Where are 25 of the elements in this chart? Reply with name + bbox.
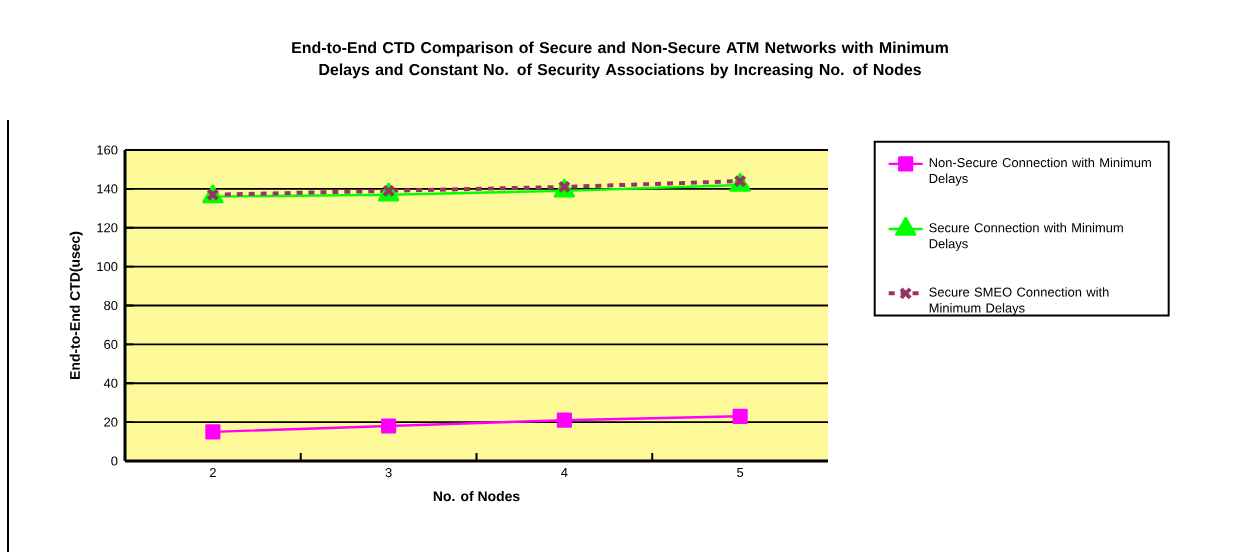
x-tick-label: 4	[561, 468, 568, 477]
point	[382, 184, 396, 198]
y-tick-label: 0	[111, 456, 118, 466]
x-axis-title: No. of Nodes	[433, 490, 520, 502]
y-tick-label: 100	[97, 262, 118, 272]
point	[557, 180, 571, 194]
legend-label: Non-Secure Connection with Minimum Delays	[929, 157, 1151, 186]
x-tick-label: 3	[385, 468, 392, 478]
y-tick-label: 20	[104, 417, 118, 427]
point	[556, 412, 572, 428]
legend-label: Secure Connection with Minimum Delays	[929, 222, 1123, 251]
legend-label: Secure SMEO Connection with Minimum Delays	[929, 287, 1109, 316]
point	[732, 408, 748, 424]
y-tick-label: 40	[103, 378, 118, 388]
y-tick-label: 60	[104, 339, 118, 349]
y-tick-label: 140	[97, 184, 118, 194]
point	[381, 418, 397, 434]
y-tick-label: 80	[104, 300, 118, 311]
y-axis-title: End-to-End CTD(usec)	[69, 231, 83, 379]
x-tick-label: 2	[209, 468, 216, 478]
chart-title: End-to-End CTD Comparison of Secure and Non-Secure ATM Networks with Minimum Delays and Constant No. of Security Associations by Increasing No. of Nodes	[292, 41, 948, 79]
y-tick-label: 120	[97, 223, 118, 233]
point	[205, 424, 221, 440]
x-tick-label: 5	[737, 468, 744, 478]
y-tick-label: 160	[97, 145, 118, 155]
